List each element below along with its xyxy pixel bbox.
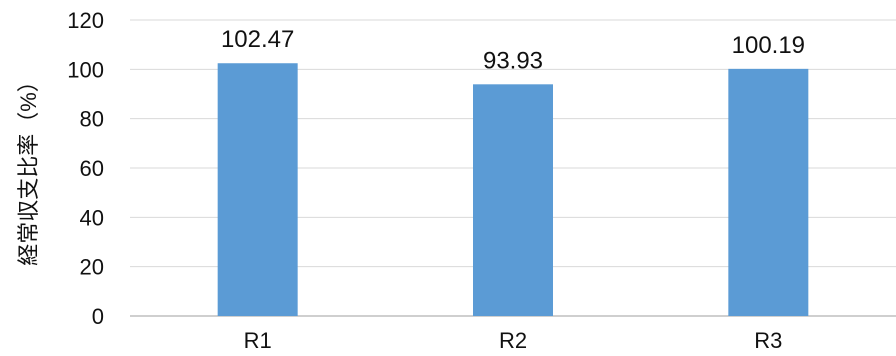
y-tick-labels: 0 20 40 60 80 100 120 — [67, 8, 104, 329]
x-tick-label-R2: R2 — [499, 328, 527, 353]
y-tick-label: 0 — [92, 304, 104, 329]
y-tick-label: 80 — [80, 107, 104, 132]
x-tick-label-R3: R3 — [754, 328, 782, 353]
bar-R2 — [473, 84, 553, 316]
y-tick-label: 20 — [80, 255, 104, 280]
y-tick-label: 120 — [67, 8, 104, 33]
x-tick-labels: R1 R2 R3 — [244, 328, 783, 353]
data-labels: 102.47 93.93 100.19 — [221, 26, 805, 74]
data-label-R2: 93.93 — [483, 47, 543, 74]
bar-R3 — [728, 68, 809, 316]
data-label-R1: 102.47 — [221, 26, 294, 53]
x-tick-label-R1: R1 — [244, 328, 272, 353]
y-axis-label: 経常収支比率（%） — [16, 70, 41, 266]
y-tick-label: 100 — [67, 57, 104, 82]
bars — [217, 63, 809, 317]
y-tick-label: 40 — [80, 205, 104, 230]
y-tick-label: 60 — [80, 156, 104, 181]
data-label-R3: 100.19 — [732, 32, 805, 59]
bar-R1 — [217, 63, 298, 317]
